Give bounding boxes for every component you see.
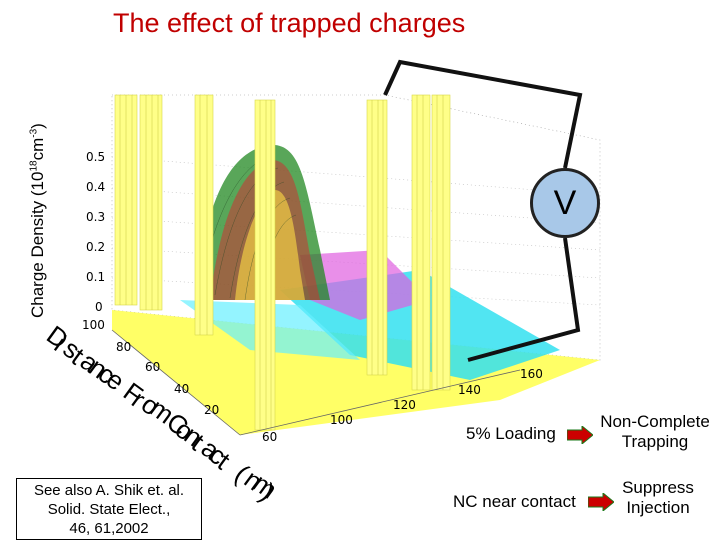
- slide-title: The effect of trapped charges: [113, 8, 466, 38]
- z-tick-label: 0.4: [86, 180, 106, 194]
- z-tick-label: 0.3: [86, 210, 106, 224]
- red-arrow-icon: [588, 493, 614, 511]
- x-tick-label: 160: [520, 367, 543, 381]
- x-tick-label: 120: [393, 398, 416, 412]
- legend-result-line: Injection: [626, 498, 690, 517]
- x-tick-label: 60: [262, 430, 278, 444]
- depth-tick-label: 40: [174, 382, 190, 396]
- x-tick-label: 100: [330, 413, 353, 427]
- z-tick-label: 0.5: [86, 150, 106, 164]
- y-axis-label: Charge Density (1018cm-3): [28, 123, 47, 318]
- reference-line: Solid. State Elect.,: [47, 501, 171, 518]
- z-tick-label: 0: [95, 300, 103, 314]
- legend-result-line: Non-Complete: [600, 412, 710, 431]
- z-tick-label: 0.1: [86, 270, 106, 284]
- depth-tick-label: 20: [204, 403, 220, 417]
- voltmeter-symbol: V: [530, 168, 600, 238]
- z-tick-label: 0.2: [86, 240, 106, 254]
- reference-box: See also A. Shik et. al. Solid. State El…: [16, 478, 202, 540]
- reference-line: 46, 61,2002: [69, 520, 149, 537]
- depth-tick-label: 100: [82, 318, 105, 332]
- legend-condition: 5% Loading: [466, 424, 556, 443]
- voltage-label: V: [553, 183, 577, 222]
- depth-tick-label: 60: [145, 360, 161, 374]
- red-arrow-icon: [567, 426, 593, 444]
- reference-line: See also A. Shik et. al.: [33, 482, 185, 499]
- legend-condition: NC near contact: [453, 492, 576, 511]
- legend-result-line: Trapping: [621, 432, 689, 451]
- legend-result: Non-Complete Trapping: [592, 412, 718, 452]
- legend-result-line: Suppress: [622, 478, 694, 497]
- depth-tick-label: 80: [116, 340, 132, 354]
- legend-result: Suppress Injection: [612, 478, 704, 518]
- x-tick-label: 140: [458, 383, 481, 397]
